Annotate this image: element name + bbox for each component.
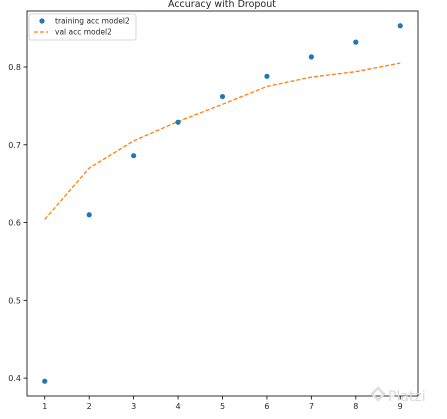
training-acc-point (353, 39, 359, 45)
chart-title: Accuracy with Dropout (168, 0, 276, 10)
x-tick-label: 5 (220, 402, 225, 411)
val-acc-series (44, 62, 401, 220)
training-acc-point (42, 378, 48, 384)
y-tick-label: 0.5 (8, 296, 21, 305)
legend-frame (28, 13, 137, 41)
training-acc-point (308, 54, 314, 60)
x-tick-label: 2 (87, 402, 92, 411)
legend-label-val-acc: val acc model2 (55, 28, 112, 37)
y-tick-label: 0.6 (8, 219, 21, 228)
x-tick-label: 6 (264, 402, 269, 411)
training-acc-point (175, 119, 181, 125)
y-tick-label: 0.7 (8, 141, 21, 150)
training-acc-point (219, 93, 226, 100)
x-tick-label: 8 (353, 402, 358, 411)
legend: training acc model2 val acc model2 (28, 13, 137, 41)
training-acc-point (131, 153, 137, 159)
x-tick-label: 7 (309, 402, 314, 411)
y-axis-ticks: 0.4 0.5 0.6 0.7 0.8 (8, 63, 27, 383)
x-tick-label: 9 (398, 402, 403, 411)
x-tick-label: 3 (131, 402, 136, 411)
y-tick-label: 0.4 (8, 374, 21, 383)
legend-label-training-acc: training acc model2 (55, 17, 130, 26)
x-axis-ticks: 1 2 3 4 5 6 7 8 9 (42, 396, 403, 411)
training-acc-point (264, 73, 270, 79)
training-acc-series (42, 23, 403, 384)
x-tick-label: 1 (42, 402, 47, 411)
val-acc-line (44, 62, 401, 220)
plot-frame (26, 10, 419, 397)
training-acc-point (86, 212, 92, 218)
watermark-text: Platzi (388, 389, 426, 405)
watermark: Platzi (370, 386, 426, 405)
legend-marker-training-acc (39, 18, 45, 24)
x-tick-label: 4 (176, 402, 181, 411)
y-tick-label: 0.8 (8, 63, 21, 72)
training-acc-point (397, 23, 403, 29)
plot-area (26, 10, 419, 397)
platzi-logo-icon (370, 386, 386, 402)
